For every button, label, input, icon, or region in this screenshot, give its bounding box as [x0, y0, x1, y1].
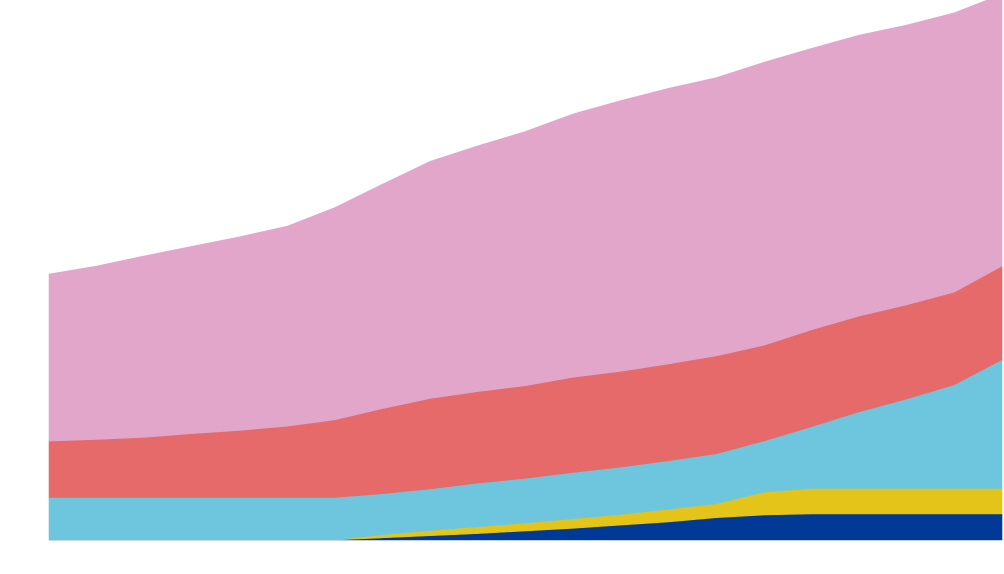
area-series-group: [48, 0, 1003, 541]
area-series-5: [48, 0, 1003, 442]
